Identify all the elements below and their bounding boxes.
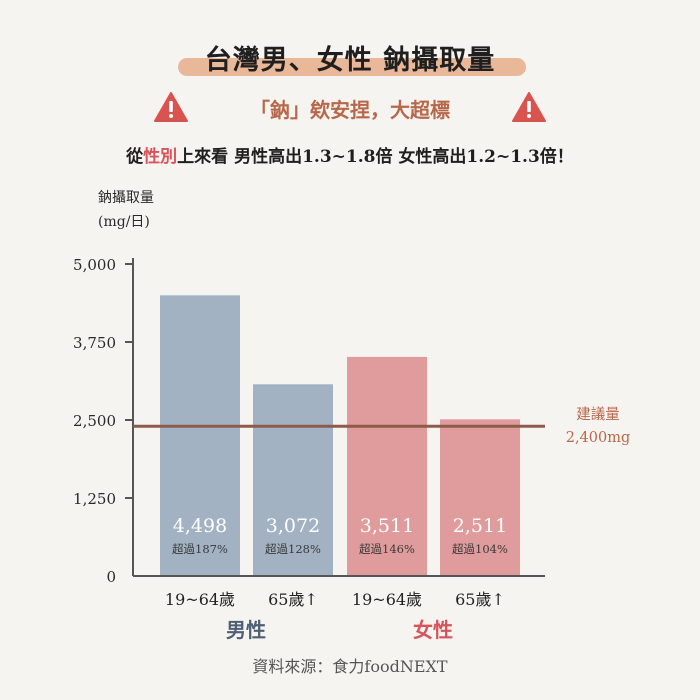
bar-excess-label: 超過128% <box>265 542 321 556</box>
x-tick-label: 19~64歲 <box>165 590 235 609</box>
bar-value-label: 3,072 <box>266 515 320 537</box>
bar <box>347 356 427 576</box>
x-tick-label: 19~64歲 <box>352 590 422 609</box>
bar-excess-label: 超過187% <box>172 542 228 556</box>
y-tick-label: 1,250 <box>73 490 116 508</box>
x-tick-label: 65歲↑ <box>455 590 505 609</box>
reference-value-label: 2,400mg <box>566 430 631 446</box>
y-tick-label: 5,000 <box>73 256 116 274</box>
y-axis-label: 鈉攝取量 (mg/日) <box>98 186 154 234</box>
bar <box>160 295 240 576</box>
bar-value-label: 4,498 <box>173 515 227 537</box>
y-tick-label: 2,500 <box>73 412 116 430</box>
y-axis-label-line2: (mg/日) <box>98 214 150 230</box>
y-axis-label-line1: 鈉攝取量 <box>98 190 154 206</box>
bar-excess-label: 超過146% <box>359 542 415 556</box>
bar-value-label: 2,511 <box>453 515 507 537</box>
y-tick-label: 3,750 <box>73 334 116 352</box>
warning-row: 「鈉」欸安捏，大超標 <box>0 92 700 126</box>
warning-icon <box>154 92 188 122</box>
subtitle-prefix: 從 <box>126 147 144 167</box>
subtitle-highlight: 性別 <box>143 147 178 167</box>
warning-icon <box>512 92 546 122</box>
y-tick-label: 0 <box>106 568 116 586</box>
reference-label: 建議量 <box>576 405 620 423</box>
subtitle-suffix: 上來看 男性高出1.3~1.8倍 女性高出1.2~1.3倍！ <box>177 147 574 167</box>
title-highlight-bar <box>178 58 526 76</box>
bar <box>253 384 333 576</box>
page-title: 台灣男、女性 鈉攝取量 <box>204 45 496 76</box>
title-block: 台灣男、女性 鈉攝取量 <box>0 36 700 80</box>
source-note: 資料來源：食力foodNEXT <box>252 657 448 676</box>
bar-excess-label: 超過104% <box>452 542 508 556</box>
x-tick-label: 65歲↑ <box>268 590 318 609</box>
group-label-female: 女性 <box>413 618 453 642</box>
warning-text: 「鈉」欸安捏，大超標 <box>250 98 450 122</box>
subtitle: 從性別上來看 男性高出1.3~1.8倍 女性高出1.2~1.3倍！ <box>0 142 700 167</box>
bar <box>440 419 520 576</box>
group-label-male: 男性 <box>226 618 266 642</box>
bar-value-label: 3,511 <box>360 515 414 537</box>
